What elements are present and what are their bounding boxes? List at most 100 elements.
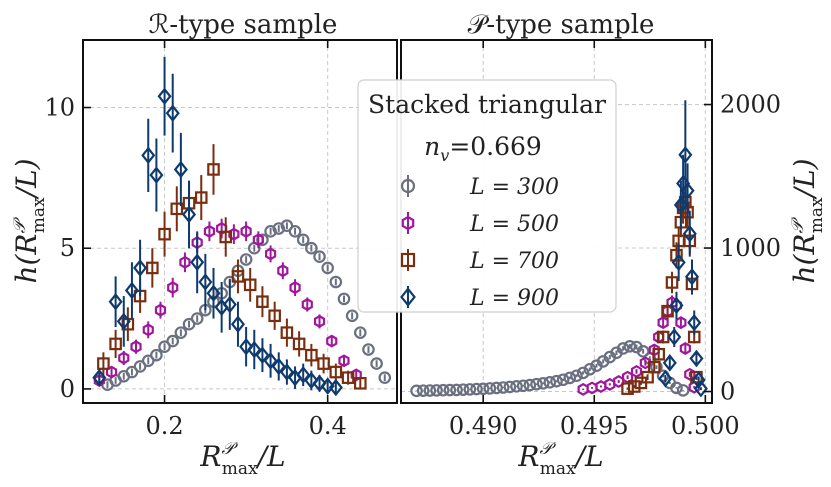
right-x-tick-label: 0.490 (449, 412, 518, 440)
data-point (272, 222, 286, 235)
data-point (165, 104, 180, 122)
data-point (167, 281, 179, 295)
data-point (667, 328, 682, 346)
data-point (550, 374, 563, 388)
data-point (662, 354, 677, 372)
left-x-tick-label: 0.4 (309, 412, 347, 440)
data-point (416, 384, 430, 397)
data-point (639, 356, 651, 370)
data-point (252, 233, 264, 247)
data-point (280, 326, 294, 339)
right-y-axis-label: h(R𝒫max/L) (788, 158, 827, 283)
data-point (108, 292, 123, 311)
left-x-tick-label: 0.2 (145, 412, 183, 440)
legend-marker (401, 215, 415, 231)
left-y-tick-label: 0 (60, 375, 75, 403)
data-point (271, 357, 286, 376)
data-point (166, 334, 180, 348)
left-y-axis-label: h(R𝒫max/L) (10, 158, 49, 283)
legend: Stacked triangular nv=0.669 L = 300 L = 5… (357, 79, 617, 313)
panel-p-type: 𝒫-type sample 0.490 0.495 0.500 0 1000 2000 h… (400, 10, 827, 479)
right-y-tick-label: 0 (720, 378, 735, 406)
data-point (289, 281, 301, 295)
data-point (264, 247, 277, 261)
data-point (198, 273, 213, 291)
left-series-4 (92, 56, 343, 397)
data-point (313, 314, 326, 328)
data-point (676, 384, 690, 397)
data-point (305, 348, 318, 362)
data-point (182, 317, 196, 331)
data-point (206, 284, 221, 303)
data-point (675, 316, 687, 330)
data-point (190, 253, 205, 272)
data-point (124, 281, 139, 300)
legend-marker (400, 252, 416, 268)
data-point (296, 233, 310, 247)
data-point (341, 371, 355, 384)
left-title: ℛ-type sample (149, 10, 338, 40)
data-point (670, 248, 683, 262)
data-point (583, 362, 597, 376)
data-point (410, 384, 423, 398)
data-point (678, 146, 693, 164)
data-point (222, 295, 237, 314)
data-point (109, 337, 122, 351)
left-ticks: 0.2 0.4 0 5 10 (44, 40, 347, 440)
data-point (470, 382, 483, 396)
data-point (264, 225, 277, 238)
data-point (657, 316, 669, 330)
data-point (240, 224, 252, 238)
data-point (516, 379, 530, 393)
data-point (158, 227, 171, 241)
left-y-tick-label: 10 (44, 94, 75, 122)
data-point (443, 383, 457, 397)
data-point (125, 365, 139, 379)
data-point (141, 354, 155, 368)
data-point (150, 348, 163, 362)
right-title: 𝒫-type sample (468, 10, 655, 40)
data-point (661, 304, 674, 318)
data-point (141, 146, 156, 165)
data-point (576, 366, 590, 380)
right-ticks: 0.490 0.495 0.500 0 1000 2000 (449, 40, 781, 440)
data-point (627, 380, 641, 393)
right-x-tick-label: 0.495 (560, 412, 629, 440)
data-point (154, 303, 167, 317)
data-point (530, 377, 543, 391)
legend-box (357, 79, 617, 313)
data-point (503, 380, 517, 394)
data-point (133, 360, 147, 373)
data-point (563, 371, 577, 385)
right-data-points (410, 100, 708, 398)
right-x-axis-label: R𝒫 max/L (517, 439, 603, 479)
data-point (353, 377, 367, 390)
data-point (320, 377, 335, 395)
data-point (430, 384, 443, 397)
data-point (157, 87, 172, 106)
data-point (490, 381, 503, 395)
data-point (536, 377, 550, 390)
data-point (243, 278, 257, 292)
data-point (669, 296, 684, 315)
data-point (203, 224, 216, 238)
data-point (665, 276, 679, 289)
data-point (239, 253, 253, 266)
data-point (456, 383, 470, 396)
left-y-tick-label: 5 (60, 234, 75, 262)
data-point (463, 383, 477, 396)
data-point (658, 369, 673, 388)
right-y-tick-label: 2000 (720, 91, 781, 119)
data-point (277, 264, 289, 278)
data-point (313, 250, 326, 263)
data-point (296, 366, 311, 384)
data-point (190, 312, 204, 325)
left-grid (83, 40, 397, 403)
data-point (496, 381, 510, 394)
data-point (623, 340, 637, 353)
data-point (684, 267, 700, 286)
data-point (450, 383, 463, 397)
data-point (682, 224, 697, 243)
data-point (239, 337, 254, 356)
